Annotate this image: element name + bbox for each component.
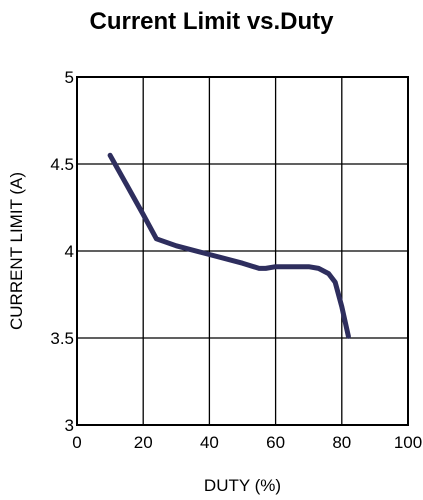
x-tick-label: 0 xyxy=(72,433,81,452)
y-axis-label: CURRENT LIMIT (A) xyxy=(7,172,26,330)
tick-labels: 0 20 40 60 80 100 3 3.5 4 4.5 5 xyxy=(50,68,422,452)
grid xyxy=(77,77,408,425)
series-line xyxy=(107,152,351,339)
y-tick-label: 4 xyxy=(65,242,74,261)
y-tick-label: 5 xyxy=(65,68,74,87)
y-tick-label: 4.5 xyxy=(50,155,74,174)
x-tick-label: 100 xyxy=(394,433,422,452)
x-tick-label: 20 xyxy=(134,433,153,452)
x-axis-label: DUTY (%) xyxy=(204,476,281,495)
plot-frame xyxy=(76,76,409,426)
x-tick-label: 60 xyxy=(266,433,285,452)
y-tick-label: 3 xyxy=(65,416,74,435)
chart-title: Current Limit vs.Duty xyxy=(89,8,334,35)
x-tick-label: 40 xyxy=(200,433,219,452)
series-layer xyxy=(107,152,351,339)
y-tick-label: 3.5 xyxy=(50,329,74,348)
x-tick-label: 80 xyxy=(332,433,351,452)
